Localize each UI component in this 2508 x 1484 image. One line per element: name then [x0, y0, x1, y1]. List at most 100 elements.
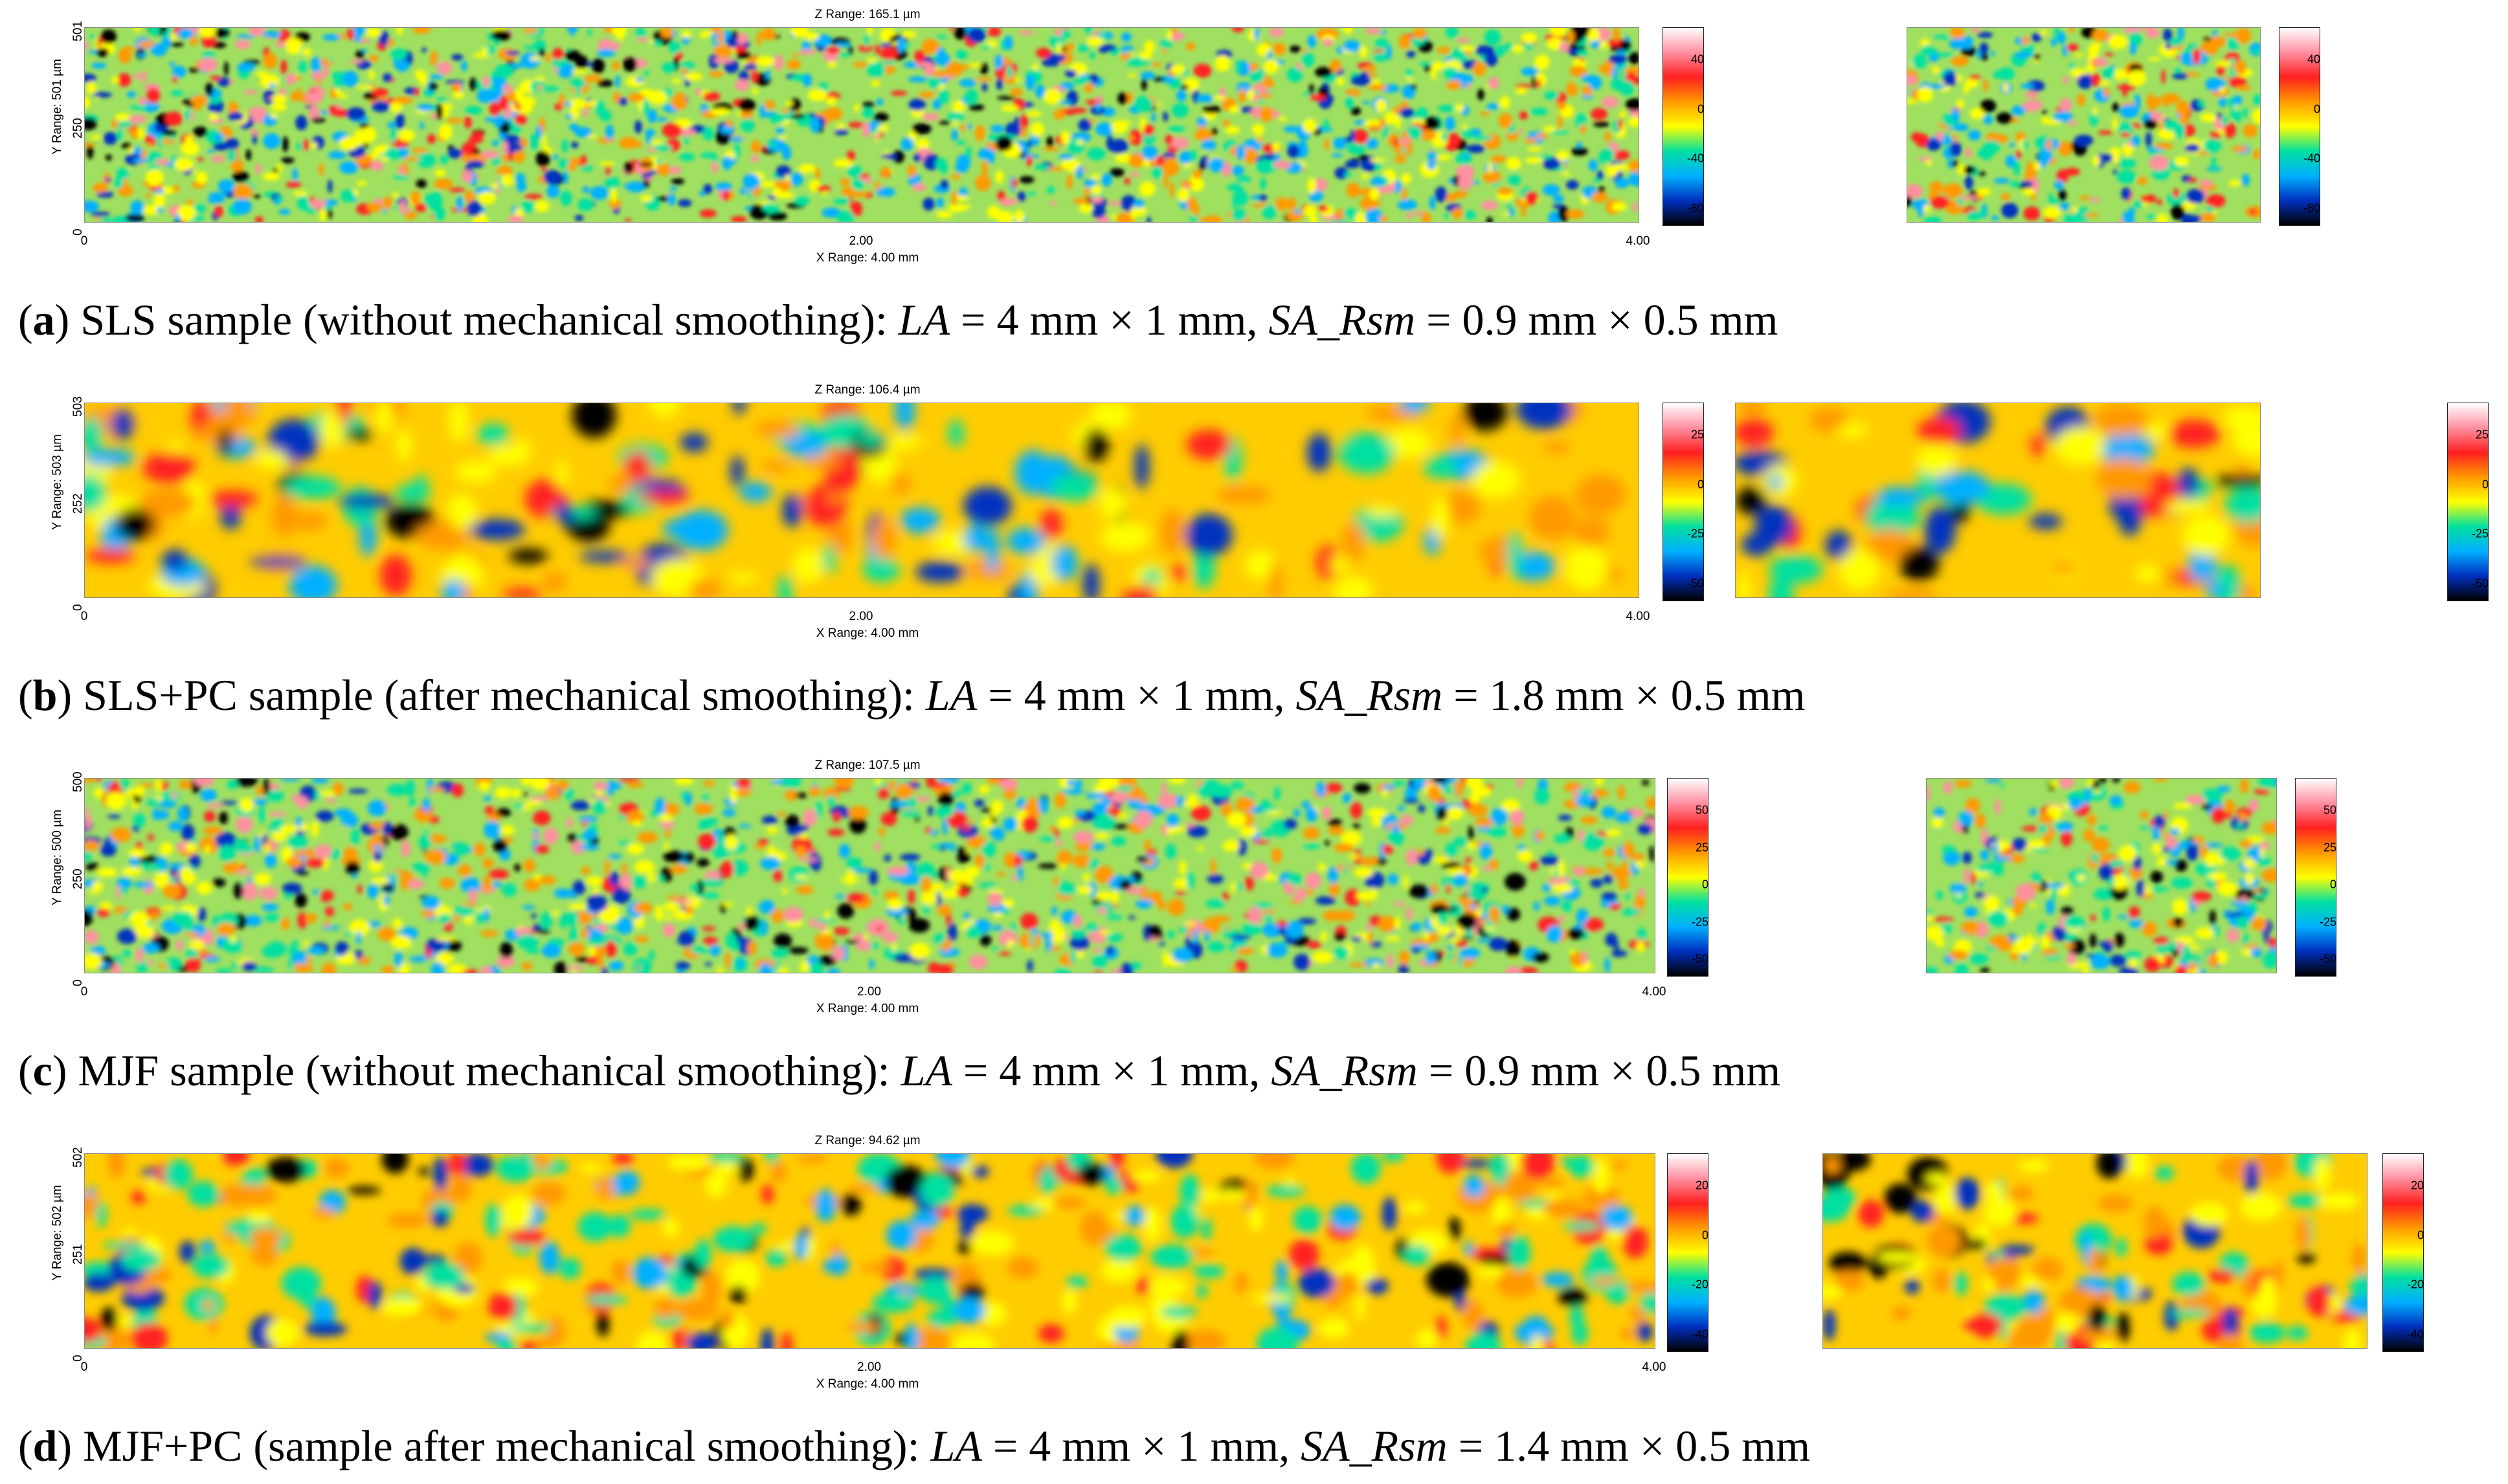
y-tick-label: 503 [71, 396, 85, 417]
colorbar-tick-label: 0 [2481, 478, 2489, 491]
z-range-label: Z Range: 165.1 µm [814, 8, 921, 21]
caption-letter: d [32, 1421, 58, 1470]
colorbar-tick-label: -20 [2406, 1278, 2424, 1291]
colorbar-tick-label: -40 [2406, 1327, 2424, 1341]
colorbar-tick-label: -25 [1691, 915, 1708, 928]
caption-text: MJF sample (without mechanical smoothing… [67, 1046, 901, 1095]
figure-caption: (a) SLS sample (without mechanical smoot… [18, 295, 1778, 344]
caption-sa: SA_Rsm [1295, 670, 1443, 720]
x-tick-label: 2.00 [849, 234, 873, 248]
figure-caption: (d) MJF+PC (sample after mechanical smoo… [18, 1421, 1811, 1470]
caption-letter: b [32, 670, 58, 720]
y-range-label: Y Range: 503 µm [50, 434, 64, 530]
colorbar-tick-label: 0 [2329, 878, 2336, 891]
caption-letter: c [32, 1046, 52, 1095]
z-range-label: Z Range: 107.5 µm [814, 759, 921, 772]
x-range-label: X Range: 4.00 mm [816, 1377, 919, 1391]
height-map-sample-area [1907, 27, 2261, 223]
x-tick-label: 4.00 [1642, 985, 1666, 999]
colorbar-tick-label: 25 [2323, 841, 2336, 854]
colorbar-tick-label: 0 [1697, 102, 1704, 116]
colorbar-tick-label: -80 [2303, 201, 2320, 215]
colorbar-ticks: 50 25 0 -25 -50 [2311, 778, 2336, 975]
y-tick-label: 500 [71, 771, 85, 792]
y-tick-label: 250 [71, 869, 85, 889]
colorbar [1667, 778, 1708, 977]
colorbar-tick-label: -25 [2319, 915, 2336, 928]
x-tick-label: 4.00 [1626, 610, 1650, 623]
caption-sa: SA_Rsm [1271, 1046, 1418, 1095]
colorbar [1667, 1153, 1708, 1352]
caption-text: SLS sample (without mechanical smoothing… [69, 295, 899, 344]
x-tick-label: 4.00 [1642, 1360, 1666, 1374]
colorbar-tick-label: -20 [1691, 1278, 1708, 1291]
caption-sa: SA_Rsm [1301, 1421, 1448, 1470]
caption-text: SLS+PC sample (after mechanical smoothin… [72, 670, 926, 720]
x-range-label: X Range: 4.00 mm [816, 626, 919, 640]
caption-la-value: = 4 mm × 1 mm, [952, 1046, 1271, 1095]
colorbar-ticks: 25 0 -25 -50 [2463, 403, 2489, 600]
colorbar-tick-label: -80 [1686, 201, 1704, 215]
colorbar [2382, 1153, 2424, 1352]
x-tick-label: 2.00 [857, 985, 881, 999]
caption-la-value: = 4 mm × 1 mm, [981, 1421, 1301, 1470]
x-tick-label: 2.00 [857, 1360, 881, 1374]
colorbar-tick-label: 20 [2410, 1179, 2424, 1192]
height-map-full [84, 27, 1639, 223]
x-tick-label: 4.00 [1626, 234, 1650, 248]
x-range-label: X Range: 4.00 mm [816, 1002, 919, 1015]
y-tick-label: 501 [71, 21, 85, 41]
figure-caption: (c) MJF sample (without mechanical smoot… [18, 1046, 1781, 1095]
y-range-label: Y Range: 500 µm [50, 810, 64, 905]
colorbar-ticks: 20 0 -20 -40 [1683, 1153, 1708, 1351]
x-tick-label: 0 [80, 234, 88, 248]
height-map-sample-area [1926, 778, 2277, 973]
caption-la: LA [930, 1421, 982, 1470]
colorbar-tick-label: -40 [1686, 151, 1704, 165]
colorbar-ticks: 25 0 -25 -50 [1678, 403, 1704, 600]
colorbar-ticks: 40 0 -40 -80 [1678, 27, 1704, 225]
colorbar [2447, 403, 2489, 601]
z-range-label: Z Range: 106.4 µm [814, 383, 921, 397]
caption-la: LA [901, 1046, 952, 1095]
colorbar-tick-label: -25 [1686, 527, 1704, 540]
colorbar [1663, 27, 1704, 226]
colorbar-tick-label: -50 [2471, 577, 2489, 590]
height-map-full [84, 778, 1655, 973]
colorbar-tick-label: -50 [2319, 952, 2336, 966]
colorbar [2295, 778, 2336, 977]
colorbar [2279, 27, 2320, 226]
y-range-label: Y Range: 501 µm [50, 59, 64, 155]
x-tick-label: 2.00 [849, 610, 873, 623]
figure-caption: (b) SLS+PC sample (after mechanical smoo… [18, 670, 1806, 720]
colorbar-tick-label: 40 [2307, 52, 2320, 66]
colorbar-tick-label: 0 [1701, 878, 1708, 891]
colorbar-ticks: 40 0 -40 -80 [2294, 27, 2320, 225]
colorbar-tick-label: 0 [1701, 1228, 1708, 1242]
colorbar [1663, 403, 1704, 601]
y-tick-label: 502 [71, 1147, 85, 1168]
y-range-label: Y Range: 502 µm [50, 1185, 64, 1281]
y-tick-label: 251 [71, 1244, 85, 1265]
colorbar-tick-label: 25 [1690, 428, 1704, 441]
x-tick-label: 0 [80, 985, 88, 999]
caption-letter: a [32, 295, 55, 344]
x-tick-label: 0 [80, 1360, 88, 1374]
height-map-sample-area [1735, 403, 2261, 598]
caption-la-value: = 4 mm × 1 mm, [977, 670, 1296, 720]
height-map-full [84, 403, 1639, 598]
colorbar-tick-label: 50 [2323, 803, 2336, 817]
colorbar-tick-label: -40 [2303, 151, 2320, 165]
x-range-label: X Range: 4.00 mm [816, 251, 919, 265]
colorbar-tick-label: 20 [1695, 1179, 1708, 1192]
colorbar-tick-label: -50 [1691, 952, 1708, 966]
caption-text: MJF+PC (sample after mechanical smoothin… [72, 1421, 931, 1470]
y-tick-label: 252 [71, 493, 85, 514]
height-map-sample-area [1822, 1153, 2368, 1349]
colorbar-tick-label: -40 [1691, 1327, 1708, 1341]
caption-sa-value: = 1.4 mm × 0.5 mm [1447, 1421, 1811, 1470]
colorbar-tick-label: 25 [1695, 841, 1708, 854]
colorbar-tick-label: 40 [1690, 52, 1704, 66]
caption-la: LA [898, 295, 950, 344]
caption-la: LA [925, 670, 978, 720]
